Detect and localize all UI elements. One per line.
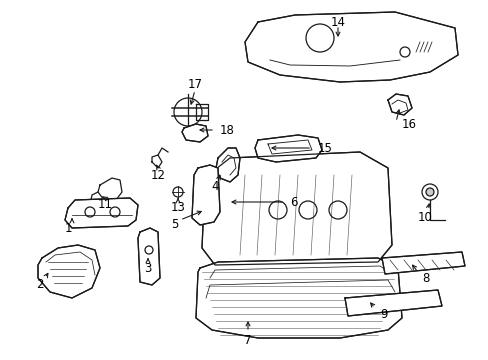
Polygon shape <box>138 228 160 285</box>
Polygon shape <box>387 94 411 115</box>
Polygon shape <box>254 135 321 162</box>
Text: 6: 6 <box>289 195 297 208</box>
Polygon shape <box>216 148 240 182</box>
Text: 4: 4 <box>211 180 218 193</box>
Text: 3: 3 <box>144 261 151 274</box>
Polygon shape <box>182 124 207 142</box>
Polygon shape <box>381 252 464 274</box>
Text: 14: 14 <box>330 15 345 28</box>
Text: 9: 9 <box>379 307 386 320</box>
Text: 15: 15 <box>317 141 332 154</box>
Text: 7: 7 <box>244 333 251 346</box>
Polygon shape <box>38 245 100 298</box>
Polygon shape <box>196 258 401 338</box>
Text: 13: 13 <box>170 202 185 215</box>
Text: 16: 16 <box>401 118 416 131</box>
Polygon shape <box>345 290 441 316</box>
Text: 8: 8 <box>421 271 428 284</box>
Text: 18: 18 <box>220 123 234 136</box>
Text: 2: 2 <box>36 278 43 291</box>
Text: 10: 10 <box>417 211 431 225</box>
Polygon shape <box>244 12 457 82</box>
Polygon shape <box>65 198 138 228</box>
Text: 5: 5 <box>171 217 178 230</box>
Text: 1: 1 <box>64 221 72 234</box>
Text: 11: 11 <box>97 198 112 211</box>
Polygon shape <box>202 152 391 265</box>
Text: 12: 12 <box>150 168 165 181</box>
Ellipse shape <box>425 188 433 196</box>
Text: 17: 17 <box>187 78 202 91</box>
Polygon shape <box>192 165 220 225</box>
